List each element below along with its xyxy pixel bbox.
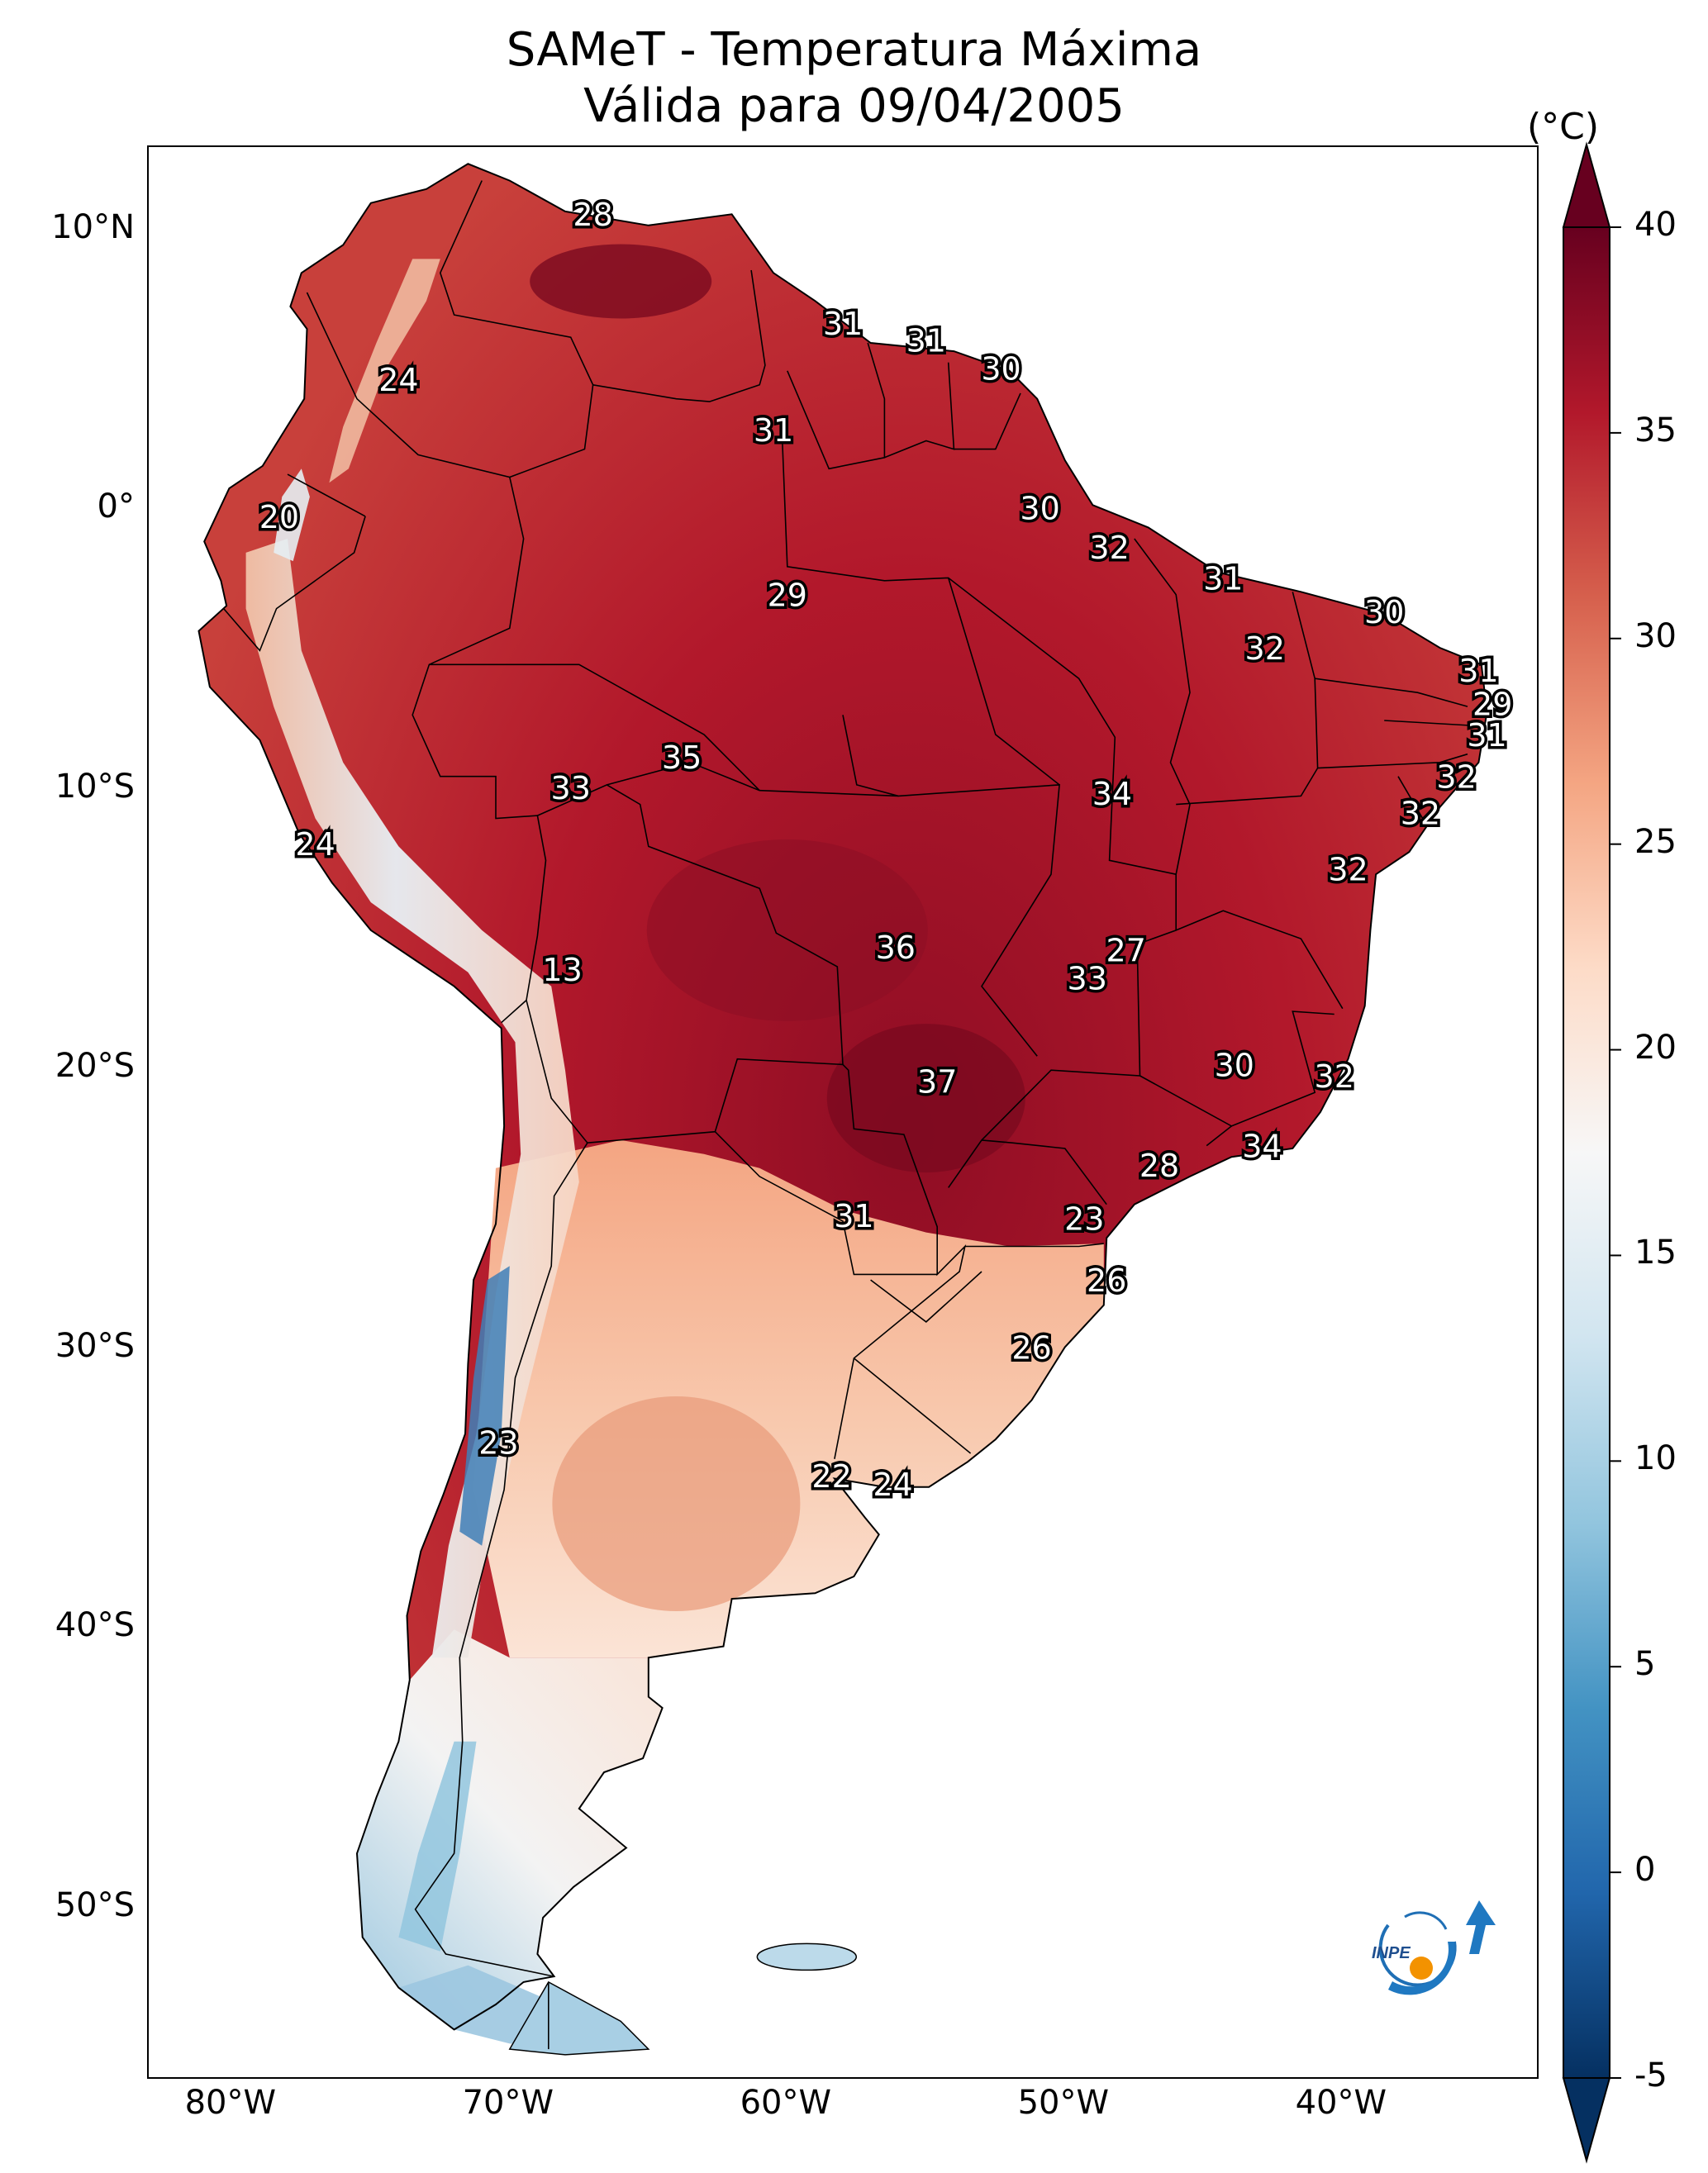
colorbar-tick-label: 35 [1634,411,1677,449]
temperature-label: 31 [1203,560,1243,597]
temperature-label: 32 [1436,759,1476,796]
temperature-label: 23 [478,1424,518,1461]
inpe-logo: INPE [1355,1892,1504,1999]
temperature-label: 35 [662,739,702,776]
temperature-label: 27 [1106,933,1146,969]
temperature-label: 37 [917,1064,957,1101]
temperature-label: 32 [1245,630,1285,667]
latitude-tick-label: 20°S [55,1047,135,1086]
longitude-tick-label: 60°W [740,2084,832,2122]
temperature-label: 20 [259,499,299,535]
temperature-label: 23 [1064,1201,1104,1238]
temperature-label: 30 [981,350,1021,387]
temperature-label: 32 [1328,851,1368,887]
colorbar-min-arrow [1562,2077,1611,2164]
latitude-tick-label: 10°S [55,767,135,806]
colorbar [1562,141,1621,2164]
temperature-label: 26 [1087,1262,1126,1299]
temperature-label: 32 [1089,530,1129,566]
temperature-field [197,163,1488,2056]
temperature-label: 26 [1011,1329,1051,1366]
latitude-tick-label: 40°S [55,1606,135,1645]
longitude-tick-label: 50°W [1017,2084,1110,2122]
colorbar-tick-label: 0 [1634,1851,1656,1890]
temperature-label: 36 [876,930,916,966]
temperature-label: 30 [1215,1047,1254,1083]
temperature-label: 34 [1242,1129,1282,1165]
longitude-tick-label: 70°W [462,2084,554,2122]
temperature-label: 32 [1401,796,1440,832]
temperature-label: 28 [1139,1148,1179,1184]
temperature-label: 24 [295,826,335,863]
map-title: SAMeT - Temperatura Máxima [506,23,1202,77]
temperature-label: 29 [768,578,807,614]
colorbar-tick-label: 5 [1634,1645,1656,1684]
latitude-tick-label: 0° [97,487,135,526]
colorbar-tick-label: 20 [1634,1028,1677,1067]
colorbar-tick-label: 25 [1634,822,1677,861]
colorbar-tick-label: 40 [1634,206,1677,244]
country-borders [223,180,1482,2050]
temperature-label: 31 [1467,717,1506,754]
temperature-label: 33 [1068,960,1107,996]
temperature-label: 13 [542,952,582,988]
temperature-label: 31 [1458,653,1498,689]
colorbar-tick-label: 15 [1634,1234,1677,1272]
map-panel[interactable]: 28 31 31 30 24 31 20 30 32 31 29 30 32 31 29 31 35 33 32 34… [147,145,1539,2079]
temperature-label: 31 [834,1198,873,1234]
temperature-label: 24 [378,362,418,398]
temperature-label: 31 [754,412,793,449]
colorbar-body [1563,226,1610,2079]
svg-text:INPE: INPE [1372,1944,1411,1962]
longitude-tick-label: 80°W [184,2084,277,2122]
temperature-label: 30 [1020,491,1059,527]
temperature-label: 31 [823,306,863,342]
colorbar-max-arrow [1562,141,1611,228]
colorbar-tick-label: 30 [1634,616,1677,655]
colorbar-tick-label: 10 [1634,1439,1677,1478]
temperature-label: 22 [811,1458,851,1495]
temperature-label: 24 [873,1467,912,1503]
temperature-label: 29 [1472,687,1512,723]
latitude-tick-label: 50°S [55,1885,135,1924]
colorbar-tick-label: -5 [1634,2057,1668,2095]
temperature-label: 28 [573,197,612,233]
longitude-tick-label: 40°W [1295,2084,1387,2122]
colorbar-unit: (°C) [1527,106,1600,148]
map-subtitle: Válida para 09/04/2005 [583,79,1125,133]
temperature-label: 31 [906,323,946,359]
latitude-tick-label: 10°N [51,207,135,246]
temperature-label: 30 [1364,594,1404,630]
temperature-label: 34 [1092,776,1132,812]
temperature-label: 33 [551,770,591,806]
latitude-tick-label: 30°S [55,1326,135,1365]
temperature-label: 32 [1315,1058,1354,1095]
